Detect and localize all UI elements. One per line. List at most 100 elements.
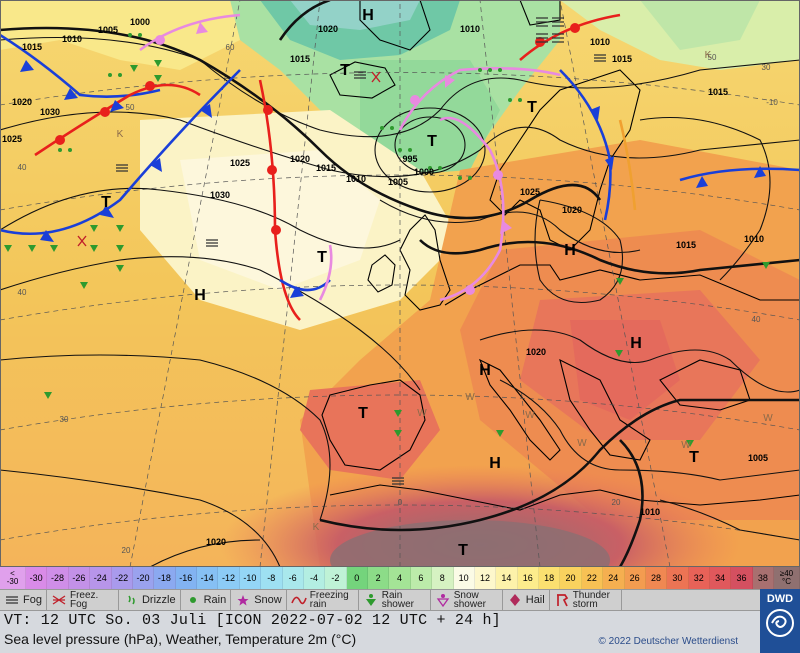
valid-time: VT: 12 UTC So. 03 Juli [ICON 2022-07-02 … <box>4 612 501 629</box>
isobar-label: 1010 <box>590 37 610 47</box>
hail-icon <box>507 593 523 607</box>
scale-step: -28 <box>47 567 69 589</box>
rain-shower-symbols <box>4 60 770 447</box>
cold-front-east <box>679 167 800 182</box>
rain-symbols <box>58 33 522 180</box>
cold-front-mid <box>0 69 241 236</box>
scale-step: 36 <box>731 567 753 589</box>
dwd-logo: DWD <box>760 589 800 653</box>
occluded-front-low <box>318 244 333 301</box>
isobar-label: 1030 <box>210 190 230 200</box>
coast-balkans <box>559 358 651 461</box>
drizzle-icon <box>123 593 139 607</box>
scale-step: -14 <box>197 567 219 589</box>
scale-step: 6 <box>410 567 433 589</box>
high-pressure-label: H <box>479 362 491 379</box>
low-pressure-label: T <box>358 405 368 422</box>
scale-step: 2 <box>368 567 390 589</box>
coast-great-britain <box>399 214 451 311</box>
coast-svalbard <box>519 0 561 26</box>
coast-iceland <box>329 61 396 99</box>
graticule <box>0 0 800 567</box>
air-mass-mark: K <box>313 522 320 533</box>
coast-greenland <box>359 0 431 51</box>
isobar-label: 1025 <box>520 187 540 197</box>
coast-continent <box>444 264 800 306</box>
low-pressure-label: T <box>527 99 537 116</box>
air-mass-mark: K <box>705 50 712 61</box>
graticule-label: 20 <box>612 498 621 507</box>
scale-step: 22 <box>581 567 604 589</box>
graticule-label: 40 <box>18 163 27 172</box>
scale-step: 26 <box>624 567 646 589</box>
isobar-label: 1020 <box>562 205 582 215</box>
graticule-label: 40 <box>18 288 27 297</box>
legend-label: Drizzle <box>141 594 176 606</box>
high-pressure-label: H <box>630 335 642 352</box>
high-pressure-label: H <box>564 242 576 259</box>
scale-step: -24 <box>90 567 112 589</box>
low-pressure-label: T <box>317 249 327 266</box>
coast-north-africa <box>329 484 800 511</box>
scale-step: 8 <box>432 567 454 589</box>
air-mass-mark: W <box>465 392 475 403</box>
coast-scandinavia <box>489 69 641 251</box>
isobar-label: 1000 <box>130 17 150 27</box>
snow-shower-icon <box>435 593 451 608</box>
copyright: © 2022 Deutscher Wetterdienst <box>598 636 738 647</box>
graticule-label: 60 <box>226 43 235 52</box>
low-pressure-label: T <box>101 194 111 211</box>
isobar-label: 1015 <box>22 42 42 52</box>
scale-step: 34 <box>710 567 732 589</box>
map-subtitle: Sea level pressure (hPa), Weather, Tempe… <box>4 631 357 647</box>
warm-front-central <box>258 79 301 321</box>
air-mass-mark: K <box>117 129 124 140</box>
coast-iberia <box>321 379 426 471</box>
scale-step: 30 <box>667 567 689 589</box>
isobar-label: 1020 <box>290 154 310 164</box>
air-mass-mark: W <box>577 438 587 449</box>
isobar-label: 1010 <box>640 507 660 517</box>
legend-item-snow-shower: Snow shower <box>431 589 503 611</box>
graticule-label: 40 <box>752 315 761 324</box>
scale-high-edge: ≥40 °C <box>774 567 800 589</box>
legend-item-hail: Hail <box>503 589 550 611</box>
scale-step: 10 <box>453 567 475 589</box>
legend-label: Fog <box>23 594 42 606</box>
scale-step: 18 <box>539 567 561 589</box>
scale-step: -4 <box>303 567 326 589</box>
rain-shower-icon <box>363 593 379 607</box>
pressure-centers: H H H H H H T T T T T T T T <box>101 7 699 559</box>
graticule-label: 50 <box>126 103 135 112</box>
graticule-label: 30 <box>762 63 771 72</box>
isobar-label: 1015 <box>612 54 632 64</box>
scale-step: 20 <box>560 567 582 589</box>
freezing-fog-icon <box>51 593 67 607</box>
scale-step: -18 <box>154 567 176 589</box>
isobar-label: 1030 <box>40 107 60 117</box>
scale-low-edge-line1: < <box>10 569 15 578</box>
scale-step: 12 <box>474 567 497 589</box>
scale-step: 14 <box>496 567 518 589</box>
legend-item-freezing-rain: Freezing rain <box>287 589 359 611</box>
air-mass-mark: W <box>763 413 773 424</box>
isobar-label: 1005 <box>748 453 768 463</box>
temperature-scale: < -30 -30 -28 -26 -24 -22 -20 -18 -16 -14 -12 -10-… <box>0 567 800 589</box>
isobar-labels: 1000100510101015102010251030995100010051… <box>2 17 768 547</box>
isobar-label: 1010 <box>744 234 764 244</box>
isobar-label: 995 <box>402 154 417 164</box>
legend-item-rain-shower: Rain shower <box>359 589 431 611</box>
snow-icon <box>235 593 251 607</box>
occluded-front-ice <box>398 67 561 131</box>
low-pressure-label: T <box>689 449 699 466</box>
isobar-label: 1020 <box>526 347 546 357</box>
coastlines <box>321 0 800 511</box>
warm-front-north <box>519 13 621 61</box>
freezing-rain-icon <box>291 593 307 607</box>
isobar-label: 1010 <box>62 34 82 44</box>
high-pressure-label: H <box>489 455 501 472</box>
occluded-front-uk <box>439 116 505 302</box>
scale-step: -10 <box>239 567 262 589</box>
isobar-label: 1000 <box>414 167 434 177</box>
graticule-label: 20 <box>122 546 131 555</box>
